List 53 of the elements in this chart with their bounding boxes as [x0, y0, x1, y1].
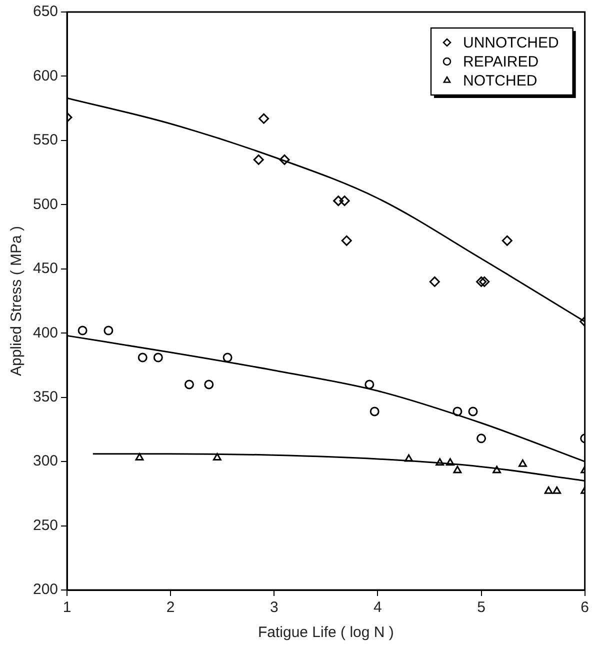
y-tick-label: 300 — [32, 452, 58, 470]
y-tick-label: 600 — [32, 67, 58, 84]
legend-label: NOTCHED — [463, 72, 538, 90]
point — [476, 434, 486, 444]
point — [446, 458, 454, 466]
point — [468, 406, 478, 416]
point — [333, 196, 344, 206]
point — [204, 380, 214, 390]
point — [222, 352, 232, 362]
point — [364, 380, 374, 390]
x-tick-label: 6 — [580, 599, 589, 616]
point — [153, 352, 163, 362]
point — [544, 486, 553, 494]
x-tick-label: 1 — [62, 599, 72, 616]
point — [404, 454, 413, 462]
point — [502, 235, 512, 246]
point — [518, 459, 527, 467]
point — [279, 154, 290, 165]
point — [479, 276, 490, 287]
point — [135, 452, 144, 460]
x-axis-title: Fatigue Life ( log N ) — [258, 624, 394, 642]
y-tick-label: 400 — [32, 324, 58, 342]
point — [253, 154, 264, 165]
point — [104, 326, 114, 336]
y-tick-label: 500 — [32, 196, 58, 213]
point — [429, 276, 440, 287]
point — [476, 276, 487, 287]
y-axis-title: Applied Stress ( MPa ) — [8, 226, 26, 376]
point — [258, 113, 270, 124]
point — [453, 466, 462, 474]
x-tick-label: 3 — [270, 599, 278, 616]
point — [492, 466, 502, 474]
y-tick-label: 250 — [32, 516, 58, 534]
legend-label: UNNOTCHED — [463, 34, 559, 52]
point — [184, 380, 194, 390]
y-tick-label: 550 — [32, 132, 58, 149]
point — [370, 406, 380, 416]
point — [138, 352, 148, 362]
point — [339, 196, 350, 206]
y-tick-label: 650 — [32, 3, 58, 20]
x-tick-label: 4 — [374, 599, 382, 616]
x-tick-label: 5 — [477, 599, 486, 616]
point — [552, 486, 562, 494]
point — [452, 406, 462, 416]
point — [78, 326, 88, 336]
y-tick-label: 350 — [32, 388, 58, 406]
point — [212, 452, 222, 460]
point — [436, 458, 444, 466]
legend-label: REPAIRED — [463, 54, 539, 71]
y-tick-label: 200 — [32, 581, 58, 598]
y-tick-label: 450 — [32, 260, 58, 278]
x-tick-label: 2 — [166, 599, 175, 616]
point — [341, 235, 352, 246]
